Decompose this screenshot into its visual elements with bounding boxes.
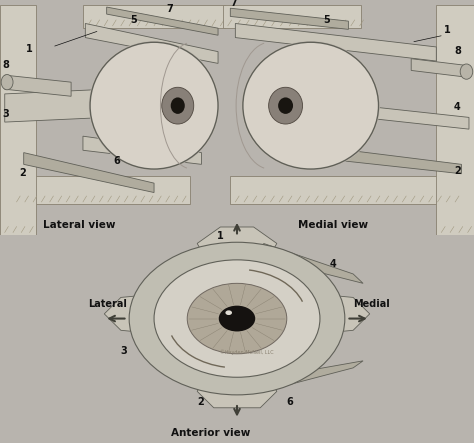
- Polygon shape: [303, 293, 370, 335]
- Text: Lateral: Lateral: [88, 299, 127, 309]
- Bar: [436, 5, 474, 235]
- Ellipse shape: [278, 97, 293, 114]
- Text: 1: 1: [26, 44, 33, 54]
- Polygon shape: [104, 293, 177, 335]
- Ellipse shape: [219, 306, 255, 331]
- Text: 3: 3: [2, 109, 9, 120]
- Text: 1: 1: [217, 231, 224, 241]
- Ellipse shape: [129, 242, 345, 395]
- Ellipse shape: [171, 97, 185, 114]
- Ellipse shape: [187, 284, 287, 354]
- Bar: [0, 5, 36, 235]
- Text: Lateral view: Lateral view: [43, 220, 115, 230]
- Polygon shape: [197, 227, 277, 267]
- Bar: [12, 176, 190, 204]
- Ellipse shape: [225, 311, 232, 315]
- Text: 5: 5: [323, 16, 330, 26]
- Text: ©Hayden-McNeil, LLC: ©Hayden-McNeil, LLC: [220, 349, 274, 355]
- Ellipse shape: [269, 87, 302, 124]
- Ellipse shape: [242, 41, 380, 170]
- Polygon shape: [107, 7, 218, 35]
- Polygon shape: [235, 23, 436, 61]
- Text: 4: 4: [454, 102, 461, 113]
- Polygon shape: [197, 368, 277, 408]
- Polygon shape: [311, 146, 461, 174]
- Bar: [83, 5, 225, 28]
- Polygon shape: [264, 244, 363, 284]
- Polygon shape: [24, 153, 154, 193]
- Ellipse shape: [460, 64, 473, 79]
- Text: 8: 8: [2, 60, 9, 70]
- Ellipse shape: [154, 260, 320, 377]
- Text: 5: 5: [130, 16, 137, 26]
- Text: Medial view: Medial view: [298, 220, 368, 230]
- Text: 1: 1: [444, 25, 451, 35]
- Text: 6: 6: [114, 156, 120, 167]
- Polygon shape: [83, 136, 201, 164]
- Polygon shape: [5, 75, 71, 96]
- Text: 6: 6: [287, 397, 293, 408]
- Ellipse shape: [162, 87, 194, 124]
- Text: 7: 7: [166, 4, 173, 14]
- Polygon shape: [85, 23, 218, 63]
- Text: Medial: Medial: [353, 299, 390, 309]
- Bar: [223, 5, 361, 28]
- Ellipse shape: [89, 41, 219, 170]
- Text: Anterior view: Anterior view: [171, 428, 250, 438]
- Text: 2: 2: [454, 166, 461, 176]
- Text: 8: 8: [454, 46, 461, 56]
- Text: 2: 2: [19, 168, 26, 178]
- Text: 4: 4: [330, 259, 337, 269]
- Ellipse shape: [243, 42, 379, 169]
- Polygon shape: [361, 106, 469, 129]
- Ellipse shape: [90, 42, 218, 169]
- Polygon shape: [264, 361, 363, 391]
- Text: 7: 7: [230, 0, 237, 8]
- Polygon shape: [5, 89, 107, 122]
- Text: 3: 3: [121, 346, 128, 356]
- Polygon shape: [230, 8, 348, 29]
- Text: 2: 2: [197, 397, 204, 408]
- Polygon shape: [411, 59, 469, 78]
- Ellipse shape: [1, 74, 13, 90]
- Bar: [230, 176, 461, 204]
